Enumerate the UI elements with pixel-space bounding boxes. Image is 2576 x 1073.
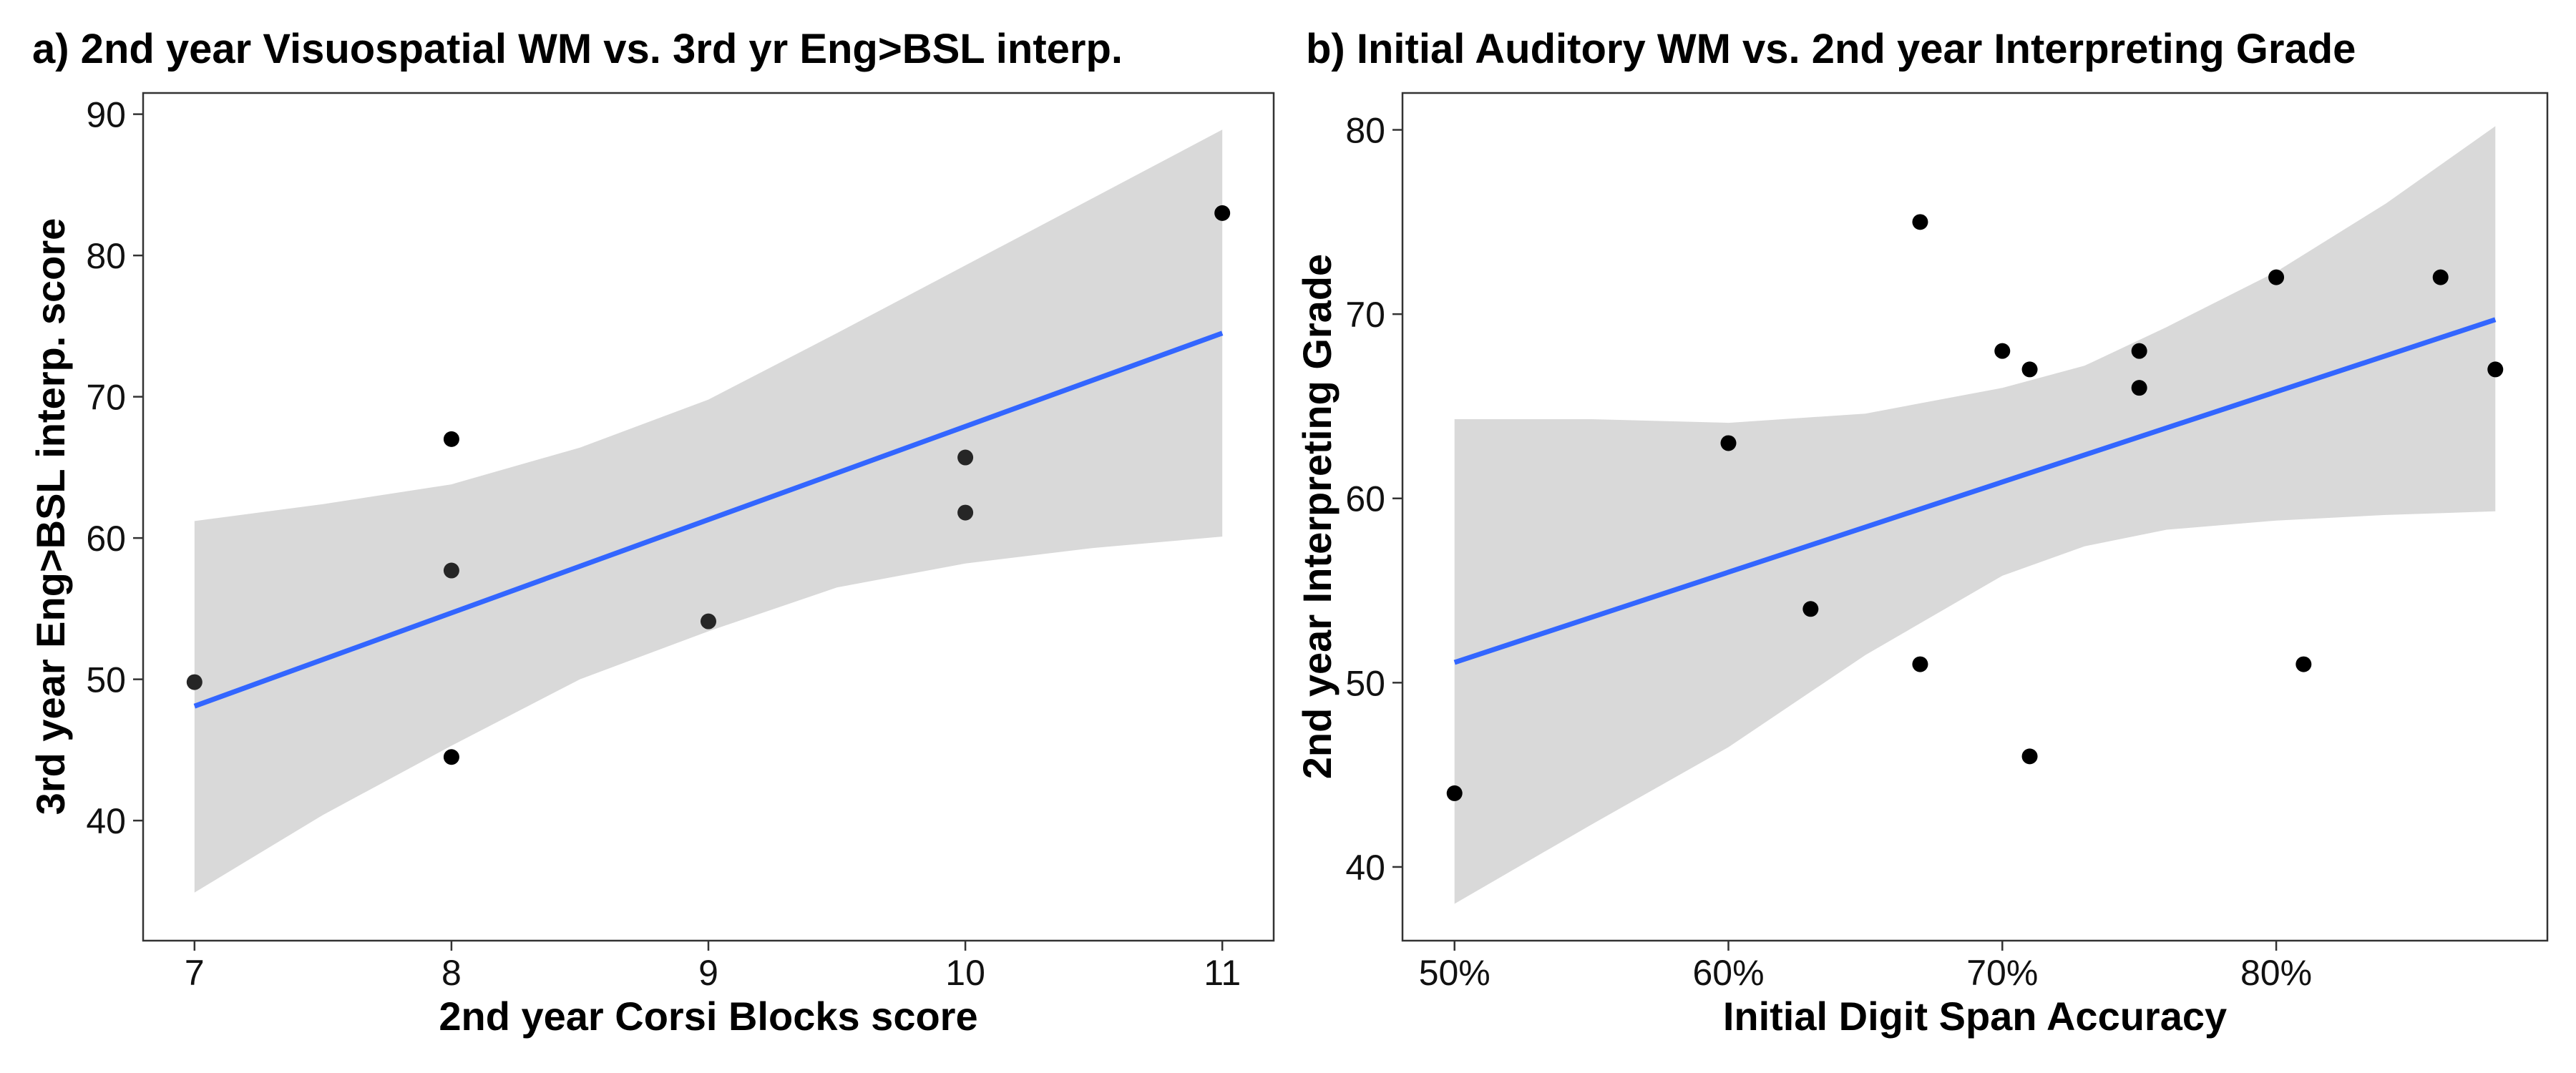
panel-b-data-point-1: [1446, 785, 1463, 801]
panel-a-data-point-8: [1214, 205, 1231, 221]
panel-a-data-point-1: [186, 674, 203, 690]
panel-b-x-axis-title: Initial Digit Span Accuracy: [1723, 994, 2227, 1039]
panel-b-x-axis-ticks: 50% 60% 70% 80%: [1419, 941, 2312, 993]
panel-a-y-tick-label: 80: [86, 236, 126, 276]
panel-b-y-tick-label: 60: [1345, 479, 1385, 519]
panel-a-data-point-3: [443, 562, 459, 579]
panel-a-fit-line-group: [193, 330, 1224, 709]
panel-b-fit-line-group: [1453, 317, 2497, 665]
panel-b-y-axis-ticks: 40 50 60 70 80: [1345, 111, 1402, 888]
panel-a-x-tick-label: 8: [441, 953, 462, 993]
panel-b-y-tick-label: 80: [1345, 111, 1385, 151]
panel-a-data-point-6: [957, 449, 974, 466]
panel-a-x-tick-label: 7: [185, 953, 205, 993]
panel-a-y-tick-label: 50: [86, 660, 126, 700]
panel-b-data-point-11: [2268, 269, 2285, 285]
panel-b-confidence-band: [1454, 126, 2496, 904]
panel-a-y-tick-label: 70: [86, 378, 126, 418]
panel-b-data-point-6: [1994, 343, 2011, 359]
panel-b-data-point-9: [2131, 343, 2147, 359]
panel-a-points: [186, 205, 1231, 765]
panel-b-y-axis-title: 2nd year Interpreting Grade: [1294, 254, 1340, 779]
panel-a-y-tick-label: 60: [86, 519, 126, 559]
panel-b-data-point-5: [1912, 656, 1928, 672]
panel-b-data-point-10: [2131, 380, 2147, 396]
panel-b-data-point-4: [1912, 214, 1928, 230]
panel-a-confidence-band: [194, 129, 1223, 893]
panel-b-y-tick-label: 40: [1345, 848, 1385, 888]
panel-b-data-point-8: [2021, 748, 2038, 765]
panel-b-data-point-14: [2487, 361, 2504, 378]
panel-b-x-tick-label: 60%: [1692, 953, 1764, 993]
panel-a-x-tick-label: 11: [1204, 953, 1241, 993]
panel-b-regression-line: [1453, 317, 2497, 665]
panel-b-confidence-band-group: [1454, 126, 2496, 904]
panel-b-x-tick-label: 80%: [2240, 953, 2312, 993]
panel-b-y-tick-label: 50: [1345, 663, 1385, 703]
panel-b-data-point-7: [2021, 361, 2038, 378]
panel-b-data-point-2: [1720, 435, 1737, 451]
panel-a-y-axis-title: 3rd year Eng>BSL interp. score: [28, 218, 73, 815]
panel-a-y-axis-ticks: 40 50 60 70 80 90: [86, 95, 143, 841]
panel-a-data-point-5: [701, 613, 716, 629]
panel-b-y-tick-label: 70: [1345, 295, 1385, 335]
panel-b-data-point-12: [2296, 656, 2312, 672]
panel-a-visuospatial-wm: a) 2nd year Visuospatial WM vs. 3rd yr E…: [28, 26, 1275, 1039]
panel-b-points: [1446, 214, 2504, 801]
panel-a-x-tick-label: 9: [698, 953, 718, 993]
panel-b-x-tick-label: 70%: [1966, 953, 2038, 993]
panel-a-data-point-4: [443, 749, 459, 765]
panel-b-auditory-wm: b) Initial Auditory WM vs. 2nd year Inte…: [1294, 26, 2549, 1039]
panel-a-y-tick-label: 40: [86, 801, 126, 841]
panel-b-title: b) Initial Auditory WM vs. 2nd year Inte…: [1306, 26, 2356, 72]
panel-b-x-tick-label: 50%: [1419, 953, 1491, 993]
panel-b-data-point-3: [1802, 601, 1819, 617]
panel-a-data-point-2: [443, 431, 459, 447]
panel-a-confidence-band-group: [194, 129, 1223, 893]
panel-a-title: a) 2nd year Visuospatial WM vs. 3rd yr E…: [32, 26, 1123, 72]
panel-b-data-point-13: [2432, 269, 2449, 285]
panel-a-regression-line: [193, 330, 1224, 709]
panel-a-y-tick-label: 90: [86, 95, 126, 135]
panel-a-x-tick-label: 10: [945, 953, 985, 993]
panel-b-plot-frame: [1401, 92, 2549, 942]
panel-a-x-axis-title: 2nd year Corsi Blocks score: [439, 994, 977, 1039]
panel-a-x-axis-ticks: 7 8 9 10 11: [185, 941, 1241, 993]
panel-a-data-point-7: [957, 504, 974, 521]
